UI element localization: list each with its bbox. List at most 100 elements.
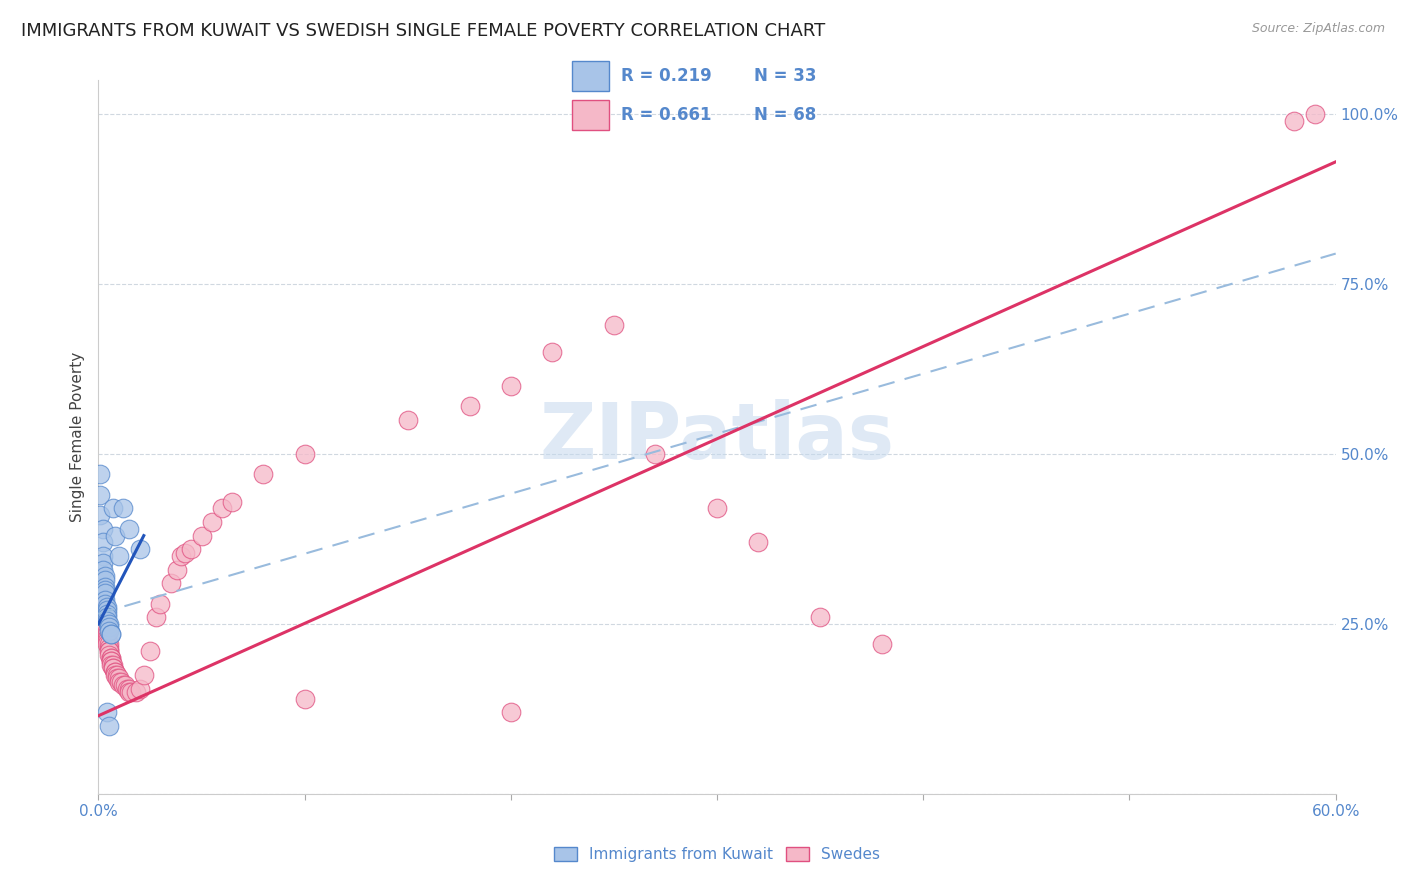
Point [139, 644, 162, 658]
Point [93, 573, 115, 587]
Text: R = 0.219: R = 0.219 [621, 67, 711, 85]
Point [174, 546, 197, 560]
Point [201, 515, 224, 529]
FancyBboxPatch shape [572, 62, 609, 91]
Point [1284, 114, 1306, 128]
Point [118, 522, 141, 536]
Point [104, 665, 127, 679]
Point [294, 447, 316, 461]
FancyBboxPatch shape [572, 100, 609, 130]
Point [221, 494, 243, 508]
Point [128, 542, 150, 557]
Point [96, 637, 118, 651]
Point [644, 447, 666, 461]
Point [105, 671, 128, 685]
Point [91, 556, 114, 570]
Point [211, 501, 233, 516]
Point [294, 691, 316, 706]
Point [118, 685, 141, 699]
Point [91, 522, 114, 536]
Point [93, 593, 115, 607]
Point [89, 488, 111, 502]
Point [96, 634, 118, 648]
Point [170, 549, 193, 563]
Point [93, 620, 115, 634]
Point [96, 631, 118, 645]
Point [110, 674, 132, 689]
Point [100, 651, 122, 665]
Point [114, 678, 136, 692]
Point [93, 582, 115, 597]
Point [96, 603, 118, 617]
Point [91, 563, 114, 577]
Point [89, 467, 111, 482]
Point [541, 345, 564, 359]
Point [96, 607, 118, 621]
Point [93, 580, 115, 594]
Point [97, 617, 120, 632]
Text: N = 68: N = 68 [754, 105, 817, 123]
Point [96, 627, 118, 641]
Point [112, 501, 135, 516]
Point [96, 610, 118, 624]
Point [499, 379, 522, 393]
Point [93, 614, 115, 628]
Point [166, 563, 188, 577]
Point [149, 597, 172, 611]
Point [96, 624, 118, 638]
Y-axis label: Single Female Poverty: Single Female Poverty [70, 352, 86, 522]
Point [93, 597, 115, 611]
Point [93, 607, 115, 621]
Point [396, 413, 419, 427]
Point [603, 318, 626, 332]
Point [96, 599, 118, 614]
Point [97, 644, 120, 658]
Point [96, 614, 118, 628]
Point [91, 603, 114, 617]
Point [145, 610, 167, 624]
Point [180, 542, 202, 557]
Point [97, 620, 120, 634]
Point [97, 640, 120, 655]
Point [105, 668, 128, 682]
Point [128, 681, 150, 696]
Point [104, 665, 127, 679]
Point [97, 648, 120, 662]
Point [97, 637, 120, 651]
Point [91, 597, 114, 611]
Point [101, 661, 124, 675]
Point [458, 400, 481, 414]
Point [124, 685, 146, 699]
Point [100, 627, 122, 641]
Text: N = 33: N = 33 [754, 67, 817, 85]
Text: R = 0.661: R = 0.661 [621, 105, 711, 123]
Point [96, 706, 118, 720]
Point [91, 535, 114, 549]
Point [190, 528, 212, 542]
Point [108, 671, 131, 685]
Point [101, 661, 124, 675]
Point [499, 706, 522, 720]
Point [93, 586, 115, 600]
Point [252, 467, 274, 482]
Legend: Immigrants from Kuwait, Swedes: Immigrants from Kuwait, Swedes [548, 841, 886, 868]
Point [97, 624, 120, 638]
Point [104, 668, 127, 682]
Point [104, 528, 127, 542]
Point [100, 627, 122, 641]
Point [101, 657, 124, 672]
Point [117, 681, 139, 696]
Point [100, 654, 122, 668]
Point [1303, 107, 1326, 121]
Point [118, 681, 141, 696]
Text: Source: ZipAtlas.com: Source: ZipAtlas.com [1251, 22, 1385, 36]
Point [93, 617, 115, 632]
Point [706, 501, 728, 516]
Point [97, 719, 120, 733]
Point [159, 576, 181, 591]
Point [100, 654, 122, 668]
Point [91, 549, 114, 563]
Point [120, 685, 142, 699]
Point [89, 508, 111, 523]
Point [97, 644, 120, 658]
